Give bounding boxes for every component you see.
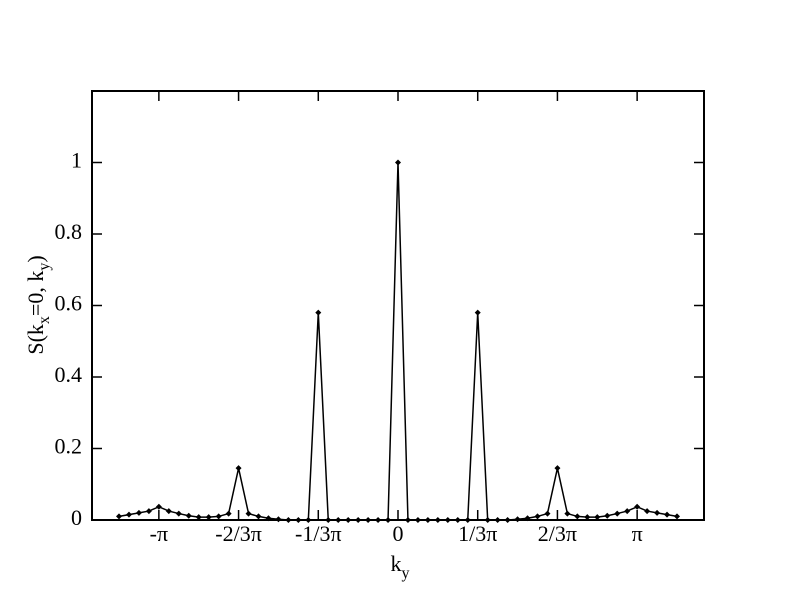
data-point [375,517,382,523]
data-point [205,514,212,521]
x-tick-label: 2/3π [538,521,577,546]
x-label-text: k [391,551,402,576]
data-point [424,517,431,523]
y-label-text: S(k [23,324,48,355]
y-tick-label: 1 [71,148,82,173]
data-point [275,516,282,523]
data-point [554,465,561,472]
data-point [624,508,631,515]
data-point [634,503,641,510]
data-point [395,159,401,166]
x-tick-label: 0 [393,521,404,546]
data-point [325,517,332,523]
data-point [315,309,322,316]
y-tick-label: 0.4 [55,362,83,387]
plot-frame [91,90,705,521]
y-tick-label: 0.8 [55,219,83,244]
data-point [444,517,451,523]
data-point [673,513,680,520]
y-tick-label: 0.6 [55,291,83,316]
x-tick-label: 1/3π [458,521,497,546]
data-point [345,517,352,523]
y-label-sub: x [36,316,53,324]
y-label-sub: y [36,263,53,271]
x-tick-label: π [632,521,643,546]
data-point [494,517,501,523]
data-point [564,510,571,517]
data-point [434,517,441,523]
x-tick-label: -π [150,521,168,546]
y-label-text: ) [23,255,48,262]
data-point [664,511,671,518]
data-point [514,516,521,523]
y-label-text: =0, k [23,271,48,316]
data-point [504,517,511,523]
data-point [654,509,661,516]
data-point [474,309,481,316]
data-point [165,508,172,515]
series-line [118,162,678,521]
data-point [404,517,411,523]
data-point [464,517,471,523]
data-point [125,511,132,518]
data-point [484,517,491,523]
data-point [604,512,611,519]
data-point [285,517,292,523]
y-tick-label: 0.2 [55,434,83,459]
data-point [185,512,192,519]
data-point [534,513,541,520]
data-point [644,508,651,515]
x-tick-label: -2/3π [215,521,262,546]
data-point [215,513,222,520]
data-point [544,510,551,517]
x-axis-label: ky [391,551,410,582]
data-point [175,510,182,517]
data-point [265,515,272,522]
data-point [524,515,531,522]
x-label-sub: y [402,565,410,582]
data-point [116,513,123,520]
data-point [135,509,142,516]
data-point [574,513,581,520]
data-point [335,517,342,523]
data-point [145,508,152,515]
data-point [594,514,601,521]
data-point [245,510,252,517]
data-point [225,510,232,517]
data-point [155,503,162,510]
data-point [414,517,421,523]
data-point [195,514,202,521]
data-point [584,514,591,521]
y-tick-label: 0 [71,505,82,530]
x-tick-label: -1/3π [295,521,342,546]
data-point [365,517,372,523]
data-point [385,517,392,523]
data-point [355,517,362,523]
data-point [235,465,242,472]
data-point [295,517,302,523]
data-point [614,510,621,517]
data-point [305,517,312,523]
y-axis-label: S(kx=0, ky) [23,255,53,354]
data-point [454,517,461,523]
data-point [255,513,262,520]
